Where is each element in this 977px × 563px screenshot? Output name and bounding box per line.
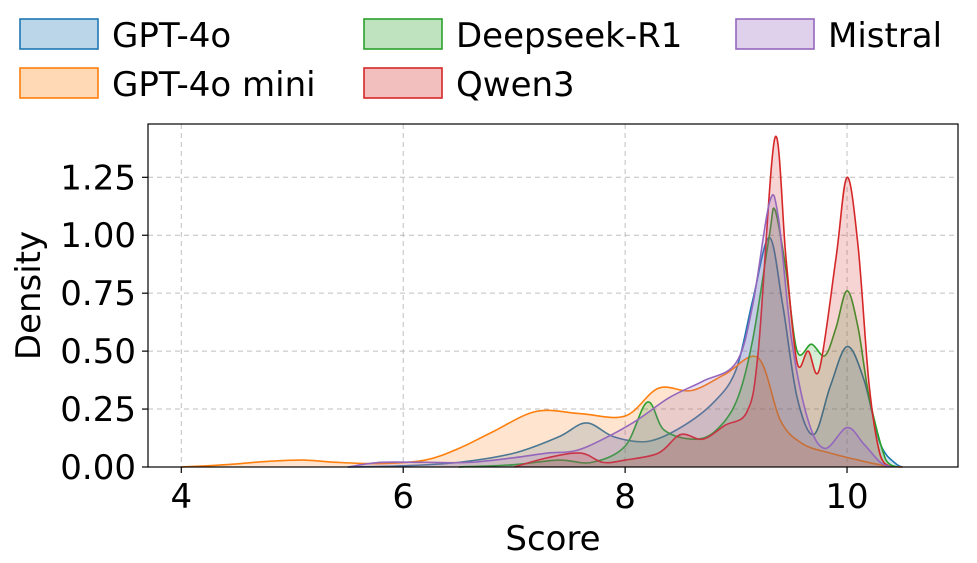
y-tick-label: 1.25	[60, 158, 136, 198]
series-line-gpt-4o	[347, 236, 903, 468]
y-tick-label: 0.75	[60, 274, 136, 314]
series-area-deepseek-r1	[458, 208, 897, 467]
series-area-qwen3	[514, 136, 892, 467]
series-area-gpt-4o-mini	[181, 356, 903, 467]
plot-frame	[147, 123, 959, 468]
series-area-mistral	[347, 194, 892, 468]
series-line-gpt-4o-mini	[181, 355, 903, 468]
y-tick-label: 0.25	[60, 390, 136, 430]
y-tick-label: 1.00	[60, 216, 136, 256]
x-tick-label: 6	[392, 477, 414, 517]
series-line-mistral	[347, 193, 892, 468]
series-line-deepseek-r1	[458, 207, 898, 468]
legend-label-mistral: Mistral	[828, 16, 942, 56]
legend-label-deepseek-r1: Deepseek-R1	[456, 16, 682, 56]
x-tick-label: 10	[825, 477, 868, 517]
y-tick-label: 0.50	[60, 332, 136, 372]
x-tick-label: 8	[614, 477, 636, 517]
y-tick-label: 0.00	[60, 448, 136, 488]
series-area-gpt-4o	[347, 237, 903, 467]
legend-label-gpt-4o: GPT-4o	[112, 16, 231, 56]
legend-swatch-qwen3	[363, 67, 443, 99]
legend-swatch-deepseek-r1	[363, 18, 443, 50]
legend-label-gpt-4o-mini: GPT-4o mini	[112, 65, 316, 105]
axis-ticks: 4 6 8 10 0.00 0.25 0.50 0.75 1.00 1.25	[60, 158, 868, 517]
legend-label-qwen3: Qwen3	[456, 65, 575, 105]
series-areas	[181, 135, 903, 468]
x-tick-label: 4	[170, 477, 192, 517]
legend-swatch-mistral	[735, 18, 815, 50]
x-axis-title: Score	[505, 519, 600, 559]
legend: GPT-4o GPT-4o mini Deepseek-R1 Qwen3 Mistral	[19, 16, 942, 105]
legend-swatch-gpt-4o-mini	[19, 67, 99, 99]
legend-swatch-gpt-4o	[19, 18, 99, 50]
y-axis-title: Density	[9, 231, 49, 360]
series-line-qwen3	[513, 135, 892, 468]
